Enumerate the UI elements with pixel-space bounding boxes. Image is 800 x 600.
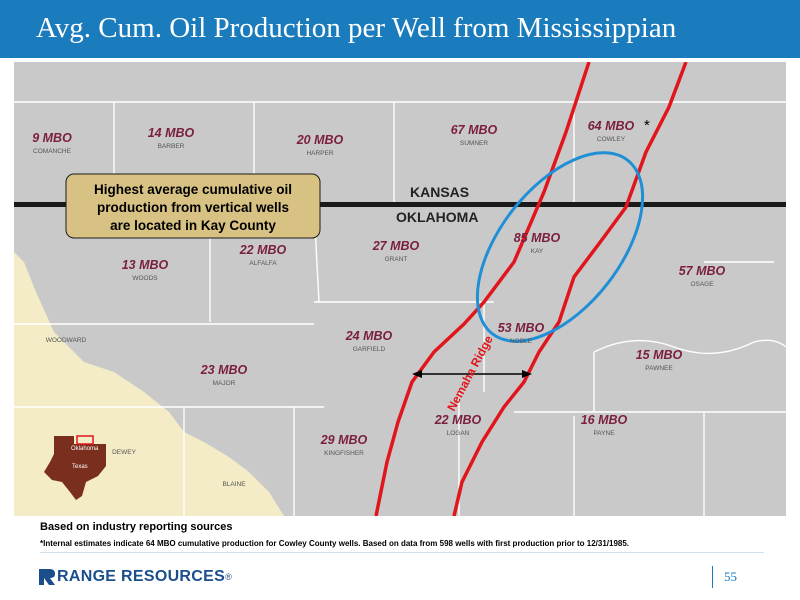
- production-map-svg: Highest average cumulative oil productio…: [14, 62, 786, 516]
- county-value-logan: 22 MBO: [434, 413, 482, 427]
- county-name-garfield: GARFIELD: [353, 346, 386, 353]
- county-value-woods: 13 MBO: [122, 258, 169, 272]
- county-name-dewey: DEWEY: [112, 449, 137, 456]
- title-bar: Avg. Cum. Oil Production per Well from M…: [0, 0, 800, 58]
- range-resources-logo: RANGE RESOURCES ®: [37, 566, 232, 588]
- county-name-logan: LOGAN: [447, 430, 470, 437]
- footer-rule: [40, 552, 764, 553]
- county-value-kay: 85 MBO: [514, 231, 561, 245]
- texas-shape: [44, 436, 106, 500]
- state-border-line: [14, 202, 786, 207]
- county-name-harper: HARPER: [306, 150, 333, 157]
- callout-box: [65, 173, 321, 239]
- logo-text: RANGE RESOURCES: [57, 568, 226, 585]
- inset-map: Oklahoma Texas: [44, 435, 106, 500]
- state-label-oklahoma: OKLAHOMA: [396, 209, 478, 225]
- arrow-right-head: [522, 370, 532, 378]
- county-name-cowley: COWLEY: [597, 136, 626, 143]
- map: Highest average cumulative oil productio…: [14, 62, 786, 516]
- footnote: *Internal estimates indicate 64 MBO cumu…: [40, 539, 630, 548]
- county-asterisk-cowley: *: [644, 117, 650, 134]
- source-note: Based on industry reporting sources: [40, 521, 233, 533]
- county-name-alfalfa: ALFALFA: [249, 260, 277, 267]
- county-value-grant: 27 MBO: [372, 239, 420, 253]
- county-name-kay: KAY: [531, 248, 544, 255]
- county-name-payne: PAYNE: [593, 430, 615, 437]
- county-name-sumner: SUMNER: [460, 140, 488, 147]
- county-value-cowley: 64 MBO: [588, 119, 635, 133]
- county-name-pawnee: PAWNEE: [645, 365, 673, 372]
- county-value-kingfisher: 29 MBO: [320, 433, 368, 447]
- county-name-blaine: BLAINE: [222, 481, 246, 488]
- page-separator: [712, 566, 713, 588]
- county-value-harper: 20 MBO: [296, 133, 344, 147]
- callout-line-2: production from vertical wells: [97, 200, 289, 215]
- county-name-osage: OSAGE: [690, 281, 714, 288]
- range-r-icon: [39, 569, 55, 585]
- inset-highlight-box: [76, 435, 94, 445]
- county-value-noble: 53 MBO: [498, 321, 545, 335]
- ridge-east-line: [452, 62, 688, 516]
- callout-line-1: Highest average cumulative oil: [94, 182, 292, 197]
- logo-reg: ®: [225, 572, 232, 582]
- county-value-payne: 16 MBO: [581, 413, 628, 427]
- county-labels: 9 MBO COMANCHE 14 MBO BARBER 20 MBO HARPER 67 …: [32, 117, 725, 488]
- slide-title: Avg. Cum. Oil Production per Well from M…: [36, 12, 677, 44]
- county-name-barber: BARBER: [158, 143, 185, 150]
- county-value-barber: 14 MBO: [148, 126, 195, 140]
- state-label-kansas: KANSAS: [410, 184, 469, 200]
- inset-texas-label: Texas: [72, 464, 88, 470]
- page-number: 55: [724, 569, 737, 584]
- county-value-sumner: 67 MBO: [451, 123, 498, 137]
- county-value-osage: 57 MBO: [679, 264, 726, 278]
- county-name-grant: GRANT: [385, 256, 408, 263]
- arrow-left-head: [412, 370, 422, 378]
- county-value-garfield: 24 MBO: [345, 329, 393, 343]
- oklahoma-shape: [72, 444, 106, 452]
- county-value-comanche: 9 MBO: [32, 131, 72, 145]
- county-value-major: 23 MBO: [200, 363, 248, 377]
- kay-highlight-ellipse: [475, 151, 645, 343]
- county-value-pawnee: 15 MBO: [636, 348, 683, 362]
- county-name-comanche: COMANCHE: [33, 148, 72, 155]
- inset-oklahoma-label: Oklahoma: [71, 446, 99, 452]
- county-name-major: MAJOR: [213, 380, 236, 387]
- county-value-alfalfa: 22 MBO: [239, 243, 287, 257]
- county-name-kingfisher: KINGFISHER: [324, 450, 364, 457]
- callout-line-3: are located in Kay County: [110, 218, 276, 233]
- county-name-woodward: WOODWARD: [46, 337, 87, 344]
- county-name-noble: NOBLE: [510, 338, 533, 345]
- county-name-woods: WOODS: [132, 275, 158, 282]
